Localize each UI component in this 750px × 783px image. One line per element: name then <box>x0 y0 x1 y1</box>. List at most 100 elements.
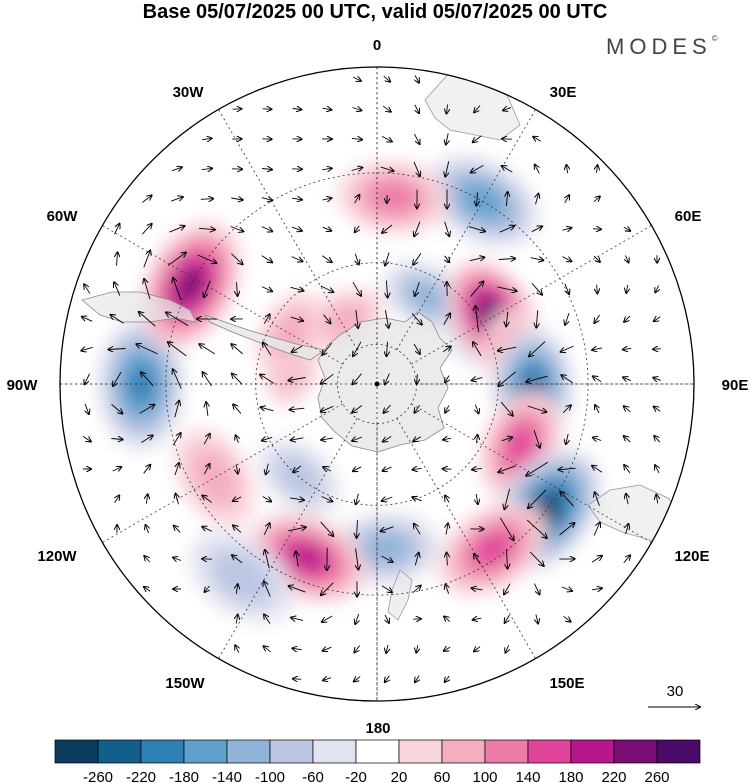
wind-arrow <box>499 517 513 540</box>
wind-arrow <box>113 371 122 386</box>
wind-arrow <box>415 553 418 566</box>
wind-arrow <box>143 251 150 268</box>
reference-vector-label: 30 <box>667 683 684 700</box>
wind-arrow <box>597 165 598 173</box>
wind-arrow <box>443 313 450 325</box>
wind-arrow <box>85 403 89 414</box>
wind-arrow <box>566 433 568 444</box>
wind-arrow <box>415 281 420 296</box>
wind-arrow <box>381 526 394 532</box>
wind-arrow <box>415 104 419 113</box>
colorbar-tick-label: 60 <box>434 769 451 783</box>
wind-arrow <box>261 255 272 263</box>
wind-arrow <box>385 252 390 266</box>
wind-arrow <box>352 437 363 441</box>
wind-arrow <box>531 283 542 294</box>
wind-arrow <box>593 196 600 201</box>
wind-arrow <box>414 221 421 237</box>
wind-arrow <box>322 227 332 231</box>
wind-arrow <box>498 371 516 386</box>
wind-arrow <box>203 372 212 387</box>
anomaly-band <box>473 532 512 566</box>
wind-arrow <box>202 138 211 139</box>
wind-arrow <box>504 488 511 509</box>
wind-arrow <box>527 405 547 412</box>
wind-arrow <box>533 137 542 142</box>
wind-arrow <box>566 165 567 174</box>
lon-label-60w: 60W <box>47 208 79 225</box>
wind-arrow <box>293 465 302 472</box>
wind-arrow <box>472 378 483 381</box>
wind-arrow <box>293 679 302 680</box>
wind-arrow <box>264 614 271 624</box>
wind-arrow <box>288 378 306 381</box>
wind-arrow <box>526 461 549 476</box>
wind-arrow <box>173 278 182 301</box>
wind-arrow <box>354 677 361 682</box>
wind-arrow <box>322 108 332 110</box>
wind-arrow <box>474 647 481 652</box>
wind-arrow <box>203 434 210 445</box>
wind-arrow <box>176 494 179 505</box>
wind-arrow <box>114 282 121 296</box>
colorbar-swatch <box>441 739 486 764</box>
wind-arrow <box>202 527 212 532</box>
wind-arrow <box>655 465 659 474</box>
wind-arrow <box>385 310 388 328</box>
wind-arrow <box>296 551 299 567</box>
wind-arrow <box>474 105 481 113</box>
wind-arrow <box>143 465 151 474</box>
wind-arrow <box>205 585 210 592</box>
wind-arrow <box>139 405 155 414</box>
wind-arrow <box>381 585 392 592</box>
wind-arrow <box>356 309 358 328</box>
wind-arrow <box>262 437 273 440</box>
lon-label-30w: 30W <box>173 84 205 101</box>
lon-label-150w: 150W <box>165 675 205 692</box>
lon-label-0: 0 <box>373 37 381 54</box>
wind-arrow <box>355 225 359 233</box>
wind-arrow <box>413 161 420 176</box>
wind-arrow <box>141 436 152 443</box>
wind-arrow <box>382 105 391 112</box>
wind-arrow <box>323 678 332 681</box>
wind-arrow <box>171 167 182 170</box>
wind-arrow <box>261 198 272 201</box>
wind-arrow <box>201 168 212 169</box>
wind-arrow <box>266 463 269 475</box>
wind-arrow <box>261 226 273 232</box>
brand-name: MODES <box>606 34 712 59</box>
wind-arrow <box>653 378 661 381</box>
wind-arrow <box>385 675 390 682</box>
wind-arrow <box>498 346 517 351</box>
wind-arrow <box>506 192 507 207</box>
wind-arrow <box>263 314 269 324</box>
meridian-line <box>396 109 536 350</box>
wind-arrow <box>202 496 212 503</box>
wind-arrow <box>656 495 657 504</box>
wind-arrow <box>497 286 516 291</box>
wind-arrow <box>386 280 387 298</box>
wind-arrow <box>413 133 419 144</box>
wind-arrow <box>535 165 540 174</box>
wind-arrow <box>199 344 215 355</box>
wind-arrow <box>445 375 449 383</box>
wind-arrow <box>476 493 478 504</box>
wind-arrow <box>292 109 302 110</box>
wind-arrow <box>502 166 513 173</box>
wind-arrow <box>654 436 661 443</box>
wind-arrow <box>597 284 598 294</box>
wind-arrow <box>352 281 361 296</box>
wind-arrow <box>473 618 482 620</box>
lon-label-90e: 90E <box>722 377 749 394</box>
wind-arrow <box>445 496 449 503</box>
wind-arrow <box>445 255 450 262</box>
wind-arrow <box>559 523 575 536</box>
wind-arrow <box>595 405 599 414</box>
wind-arrow <box>288 527 306 532</box>
anomaly-band <box>209 549 274 605</box>
wind-arrow <box>84 284 91 294</box>
wind-arrow <box>623 227 630 231</box>
colorbar-swatch <box>183 739 228 764</box>
wind-arrow <box>468 226 485 232</box>
